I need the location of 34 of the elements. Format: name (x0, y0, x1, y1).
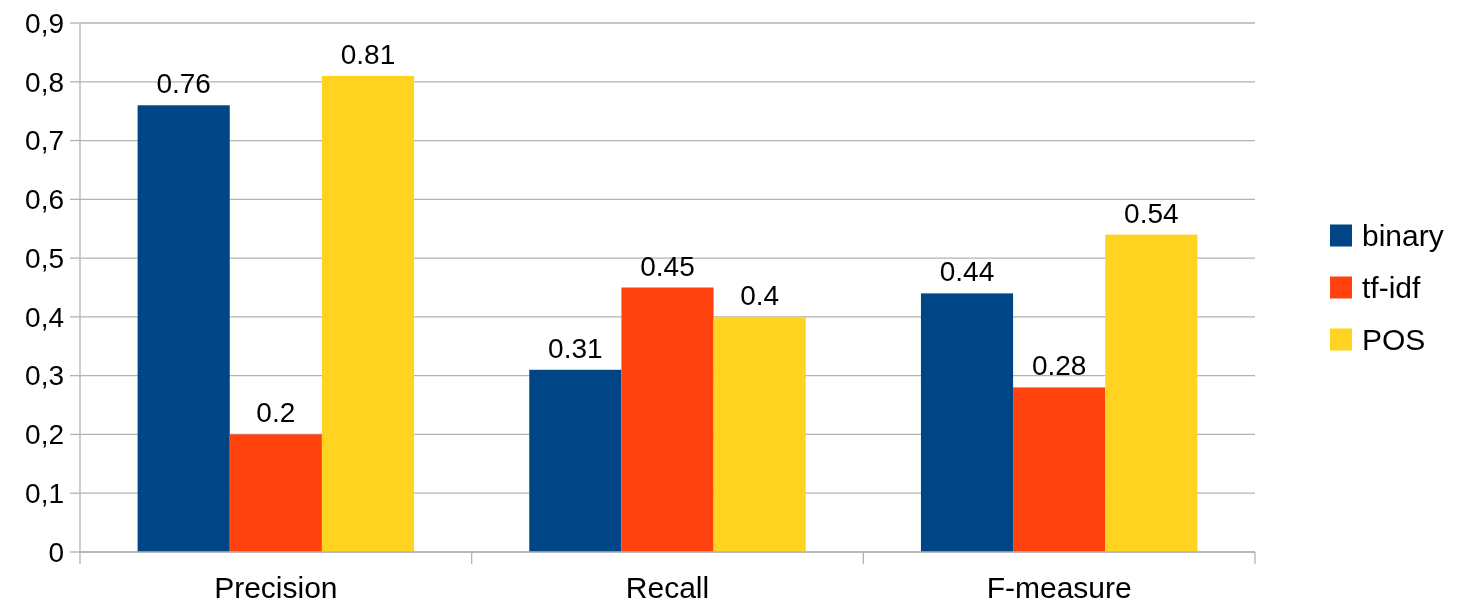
data-label: 0.81 (340, 38, 396, 70)
bar (229, 434, 322, 552)
data-label: 0.76 (156, 68, 211, 100)
data-label: 0.45 (640, 250, 695, 282)
data-label: 0.28 (1031, 350, 1087, 382)
y-tick-label: 0,4 (25, 301, 64, 333)
legend-label: binary (1362, 219, 1444, 252)
x-tick-label: F-measure (986, 571, 1132, 604)
bar (1013, 387, 1106, 552)
y-tick-label: 0,3 (25, 360, 64, 392)
y-tick-label: 0,2 (25, 419, 64, 451)
x-tick-label: Precision (214, 571, 338, 604)
bar (713, 316, 806, 552)
y-tick-label: 0,9 (25, 7, 64, 39)
y-tick-label: 0,6 (25, 184, 64, 216)
bar (1105, 234, 1198, 552)
bar (920, 293, 1014, 552)
bar (621, 287, 714, 552)
y-tick-label: 0,7 (25, 125, 64, 157)
y-tick-label: 0,5 (25, 242, 64, 274)
y-tick-label: 0,8 (25, 66, 64, 98)
data-label: 0.44 (939, 256, 995, 288)
bar (137, 105, 230, 552)
data-label: 0.31 (548, 332, 603, 364)
bar (321, 75, 415, 552)
y-tick-label: 0 (48, 536, 64, 568)
data-label: 0.2 (256, 397, 296, 429)
legend-label: tf-idf (1362, 271, 1422, 304)
legend-label: POS (1362, 323, 1426, 356)
bar (529, 369, 622, 552)
y-tick-label: 0,1 (25, 478, 64, 510)
data-label: 0.4 (740, 279, 780, 311)
x-tick-label: Recall (625, 571, 710, 604)
data-label: 0.54 (1124, 197, 1179, 229)
